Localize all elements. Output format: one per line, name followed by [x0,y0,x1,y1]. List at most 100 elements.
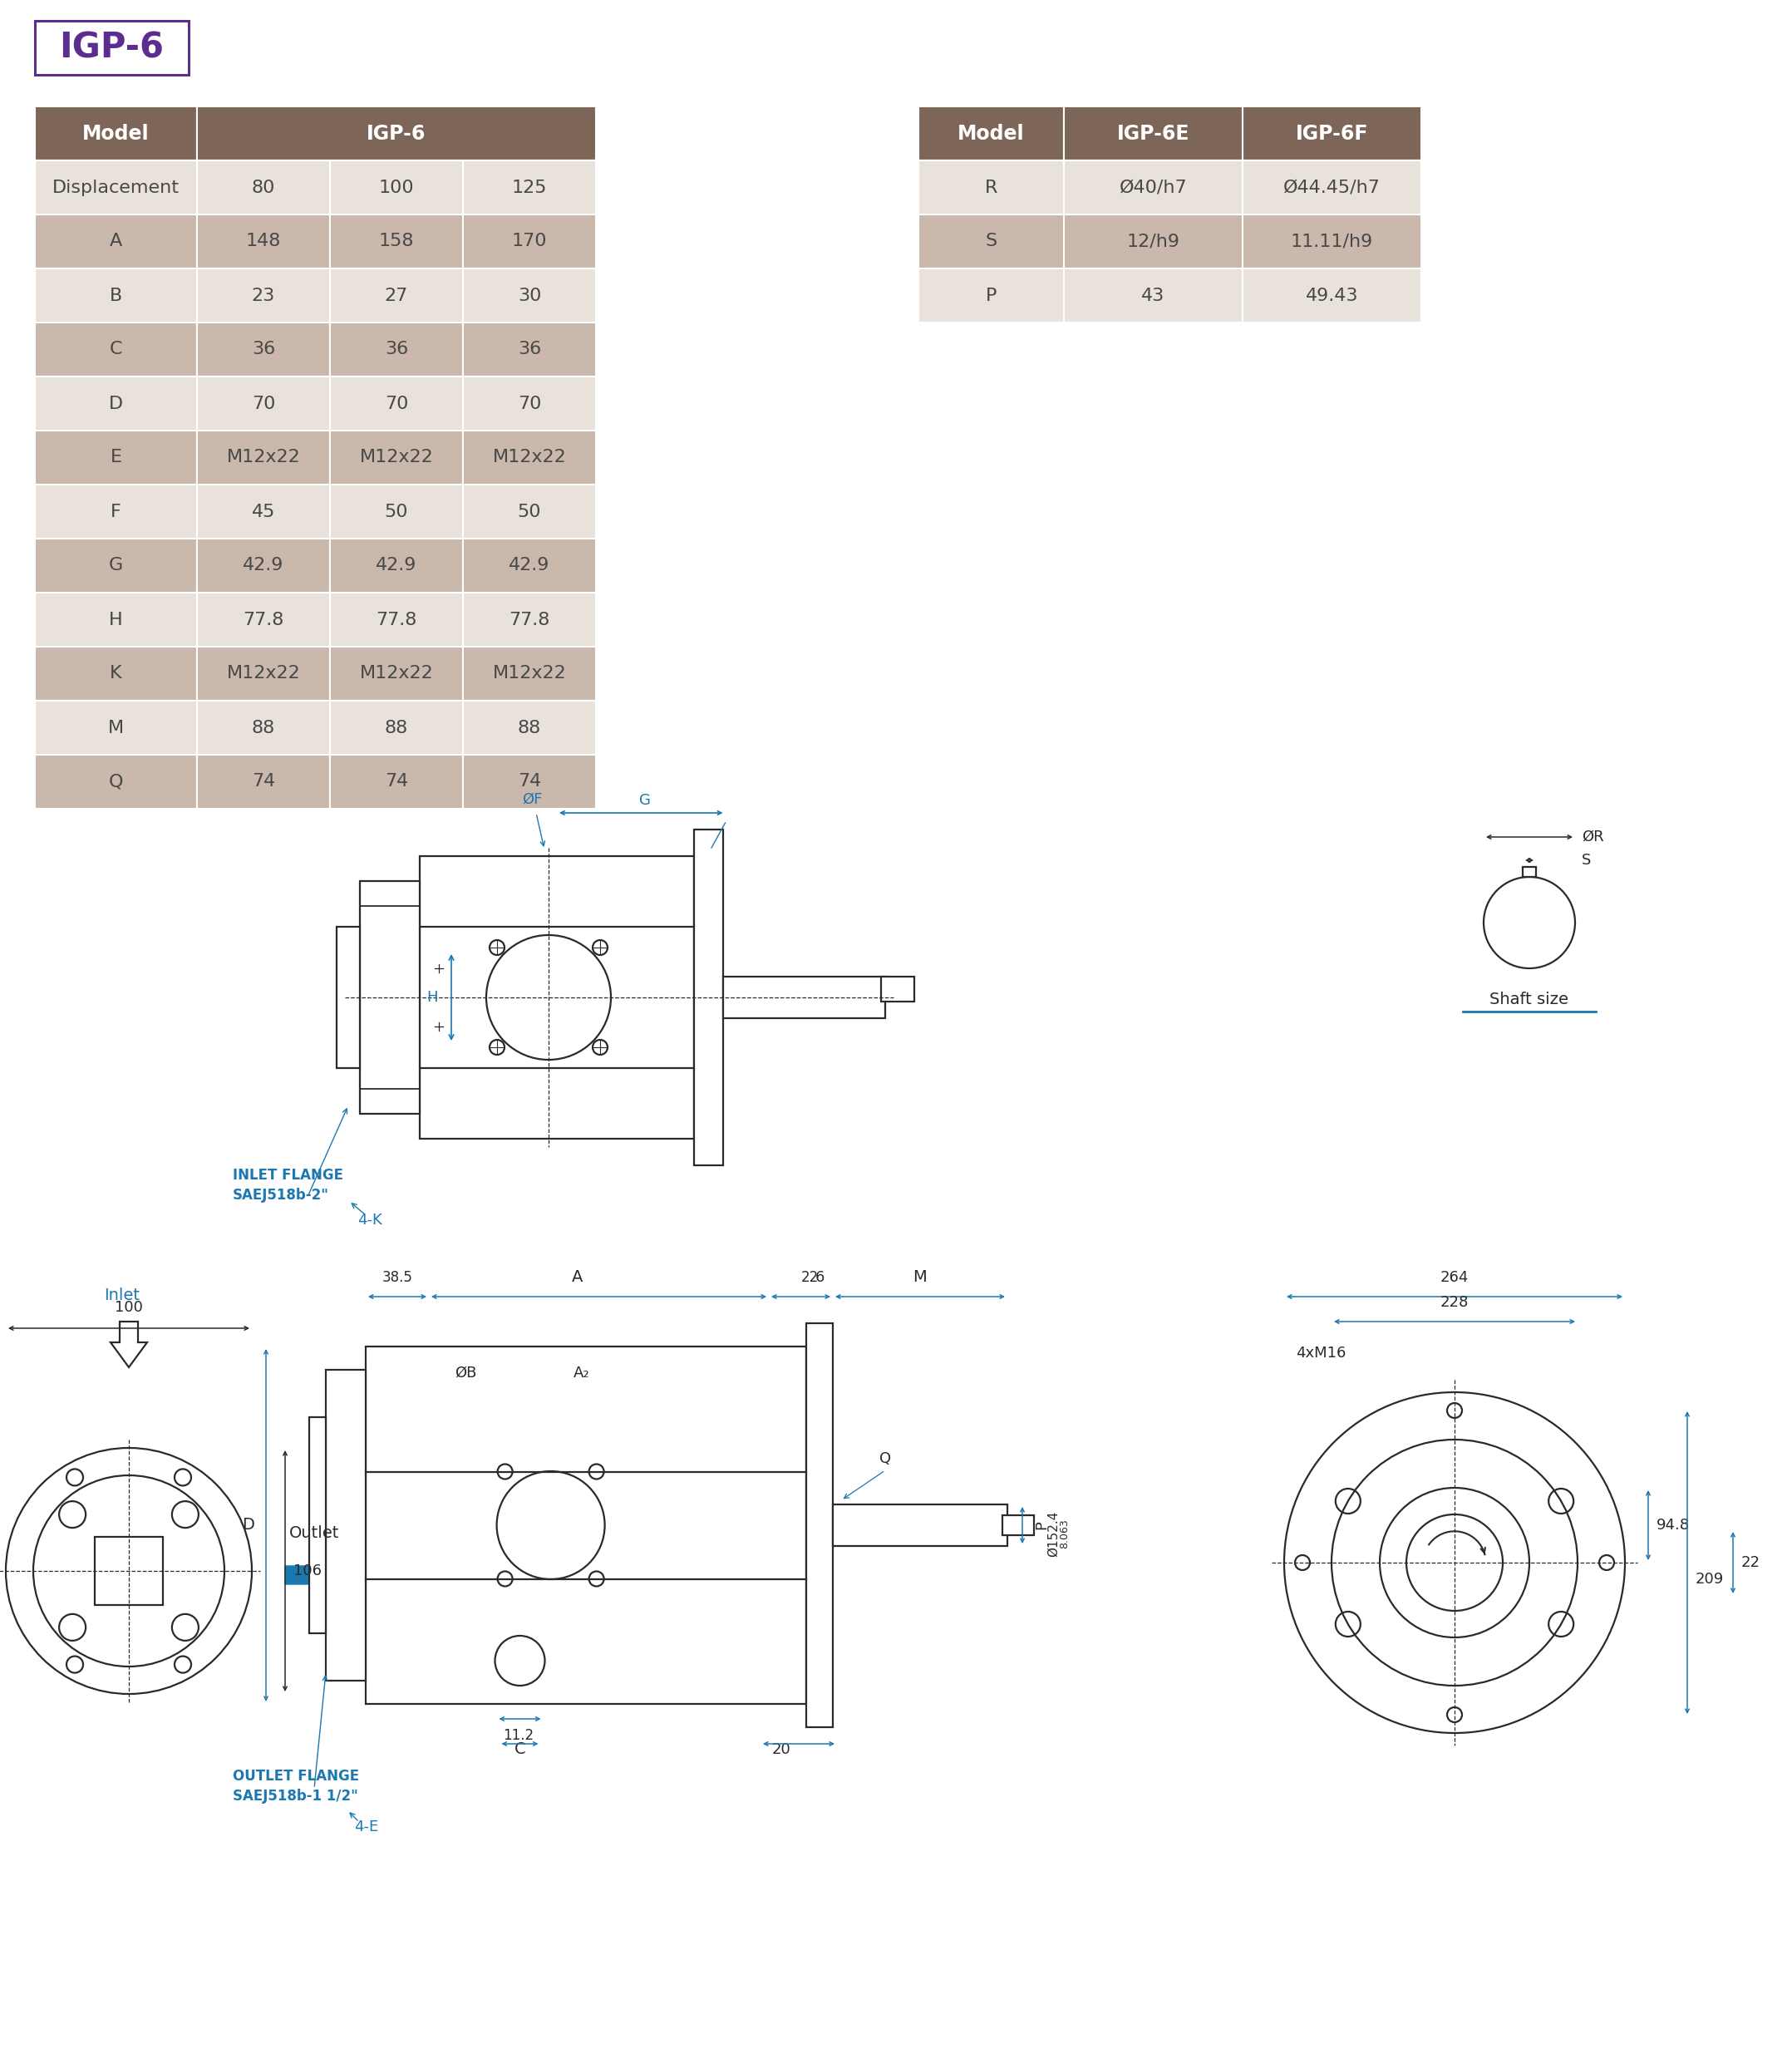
Bar [1523,866,1536,877]
Bar [34,755,197,809]
Text: 50: 50 [518,504,541,521]
Text: 100: 100 [115,1301,143,1315]
Text: Shaft size: Shaft size [1489,992,1568,1006]
Bar [330,377,462,430]
Bar [330,430,462,484]
Bar [330,323,462,377]
Text: INLET FLANGE
SAEJ518b-2": INLET FLANGE SAEJ518b-2" [233,1167,344,1202]
Text: 8.063: 8.063 [1059,1519,1070,1548]
Text: 70: 70 [518,395,541,412]
Bar [1242,268,1421,323]
Text: C: C [109,342,122,358]
Text: B: B [109,288,122,305]
Bar [919,161,1064,214]
Text: Q: Q [880,1451,891,1465]
Text: M12x22: M12x22 [493,665,566,681]
Bar [462,430,597,484]
Text: 42.9: 42.9 [244,558,283,574]
Text: 36: 36 [385,342,409,358]
Bar [919,107,1064,161]
Text: 209: 209 [1695,1572,1724,1587]
Bar [1242,107,1421,161]
Bar [330,593,462,646]
Text: E: E [109,449,122,465]
Text: M12x22: M12x22 [226,449,301,465]
Bar [34,646,197,700]
Bar [462,755,597,809]
Bar [197,323,330,377]
Text: Ø40/h7: Ø40/h7 [1120,179,1186,196]
Text: 49.43: 49.43 [1306,288,1358,305]
Bar [462,268,597,323]
Text: 100: 100 [378,179,414,196]
Text: 88: 88 [251,720,276,737]
Bar [34,268,197,323]
FancyArrow shape [285,1558,383,1591]
Text: 27: 27 [385,288,409,305]
Text: R: R [986,179,998,196]
Text: 11.11/h9: 11.11/h9 [1290,233,1373,249]
Bar [197,539,330,593]
Bar [419,856,694,1138]
Bar [462,539,597,593]
Text: 88: 88 [385,720,409,737]
Bar [197,430,330,484]
Text: G: G [109,558,124,574]
Bar [462,214,597,268]
Bar [462,646,597,700]
Text: Inlet: Inlet [104,1286,140,1303]
Bar [1064,268,1242,323]
Bar [34,21,188,74]
Bar [462,161,597,214]
Text: 23: 23 [251,288,276,305]
Text: A: A [109,233,122,249]
Bar [1242,214,1421,268]
Text: M12x22: M12x22 [360,665,434,681]
Text: 94.8: 94.8 [1656,1517,1690,1533]
Bar [462,377,597,430]
Text: A: A [572,1270,582,1284]
Bar [34,214,197,268]
Text: 264: 264 [1441,1270,1469,1284]
Text: 42.9: 42.9 [376,558,418,574]
Text: M: M [914,1270,926,1284]
Text: IGP-6: IGP-6 [367,123,426,144]
Bar [360,881,419,1113]
Bar [330,484,462,539]
Bar [197,268,330,323]
Bar [197,755,330,809]
Bar [330,539,462,593]
Bar [1064,214,1242,268]
Text: ØR: ØR [1582,829,1604,844]
Bar [330,268,462,323]
FancyArrow shape [111,1321,147,1367]
Text: 148: 148 [246,233,281,249]
Text: 50: 50 [385,504,409,521]
Bar [806,1323,833,1727]
Text: 125: 125 [513,179,547,196]
Bar [197,377,330,430]
Text: 11.2: 11.2 [504,1729,534,1743]
Bar [724,978,885,1019]
Bar [34,430,197,484]
Text: 74: 74 [251,774,276,790]
Text: D: D [242,1517,254,1533]
Text: Ø152.4: Ø152.4 [1047,1511,1059,1556]
Bar [197,593,330,646]
Text: D: D [109,395,124,412]
Bar [34,539,197,593]
Bar [197,161,330,214]
Bar [462,593,597,646]
Text: 4-E: 4-E [355,1819,378,1834]
Bar [882,978,914,1002]
Text: 70: 70 [385,395,409,412]
Bar [34,161,197,214]
Text: 70: 70 [251,395,276,412]
Text: Outlet: Outlet [289,1525,339,1541]
Bar [330,161,462,214]
Text: 88: 88 [518,720,541,737]
Text: P: P [1034,1521,1048,1529]
Text: 77.8: 77.8 [376,611,418,628]
Text: A₂: A₂ [573,1367,590,1381]
Text: Ø44.45/h7: Ø44.45/h7 [1283,179,1380,196]
